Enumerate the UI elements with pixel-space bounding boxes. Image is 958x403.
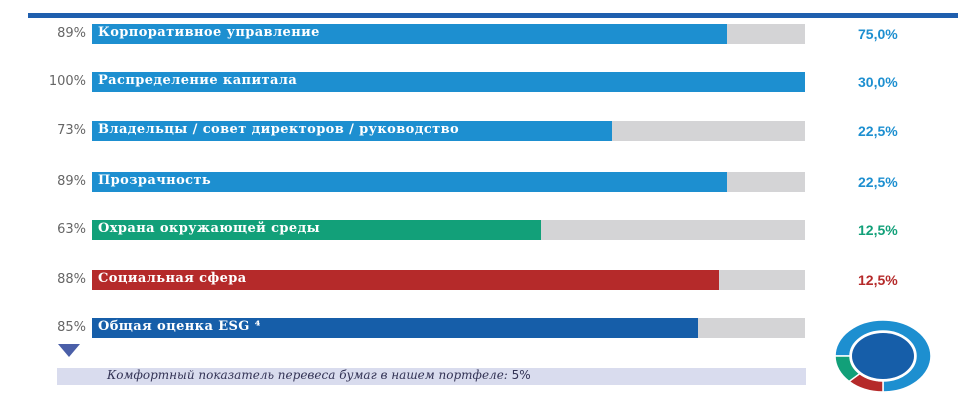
bar-category-label: Корпоративное управление: [98, 25, 320, 40]
bar-row: 85% Общая оценка ESG ⁴: [0, 318, 958, 340]
bar: [92, 72, 805, 92]
bar-row: 89% Корпоративное управление 75,0%: [0, 24, 958, 46]
bar-row: 100% Распределение капитала 30,0%: [0, 72, 958, 94]
comfort-note-band: Комфортный показатель перевеса бумаг в н…: [57, 368, 806, 385]
bar-row: 73% Владельцы / совет директоров / руково…: [0, 121, 958, 143]
bar-category-label: Общая оценка ESG ⁴: [98, 319, 261, 334]
bar: [92, 24, 727, 44]
bar: [92, 121, 613, 141]
bar-percent-label: 73%: [57, 123, 86, 138]
weight-label: 30,0%: [858, 74, 898, 90]
bar-track: Прозрачность: [92, 172, 805, 192]
comfort-note-text: Комфортный показатель перевеса бумаг в н…: [107, 368, 508, 382]
bar-category-label: Охрана окружающей среды: [98, 221, 321, 236]
bar-track: Корпоративное управление: [92, 24, 805, 44]
bar-track: Общая оценка ESG ⁴: [92, 318, 805, 338]
bar-category-label: Социальная сфера: [98, 271, 247, 286]
bar-category-label: Прозрачность: [98, 173, 212, 188]
comfort-note: Комфортный показатель перевеса бумаг в н…: [107, 368, 531, 382]
donut-slice: [834, 319, 932, 393]
bar: [92, 270, 720, 290]
bar-percent-label: 63%: [57, 222, 86, 237]
bar-track: Владельцы / совет директоров / руководст…: [92, 121, 805, 141]
bar: [92, 318, 699, 338]
weight-label: 12,5%: [858, 272, 898, 288]
comfort-note-value: 5%: [511, 368, 531, 382]
bar-percent-label: 89%: [57, 174, 86, 189]
bar-percent-label: 100%: [48, 74, 86, 89]
top-divider: [28, 13, 958, 18]
bar-track: Социальная сфера: [92, 270, 805, 290]
bar-percent-label: 88%: [57, 272, 86, 287]
bar-category-label: Распределение капитала: [98, 73, 298, 88]
weight-label: 22,5%: [858, 123, 898, 139]
bar-row: 89% Прозрачность 22,5%: [0, 172, 958, 194]
donut-slice: [834, 355, 861, 383]
esg-donut-chart: [834, 319, 932, 393]
triangle-marker-icon: [58, 344, 80, 357]
bar-percent-label: 89%: [57, 26, 86, 41]
bar-row: 88% Социальная сфера 12,5%: [0, 270, 958, 292]
weight-label: 12,5%: [858, 222, 898, 238]
bar-percent-label: 85%: [57, 320, 86, 335]
weight-label: 22,5%: [858, 174, 898, 190]
bar-row: 63% Охрана окружающей среды 12,5%: [0, 220, 958, 242]
bar-category-label: Владельцы / совет директоров / руководст…: [98, 122, 460, 137]
bar-track: Охрана окружающей среды: [92, 220, 805, 240]
bar: [92, 220, 542, 240]
donut-center: [852, 333, 914, 379]
weight-label: 75,0%: [858, 26, 898, 42]
bar-track: Распределение капитала: [92, 72, 805, 92]
bar: [92, 172, 727, 192]
